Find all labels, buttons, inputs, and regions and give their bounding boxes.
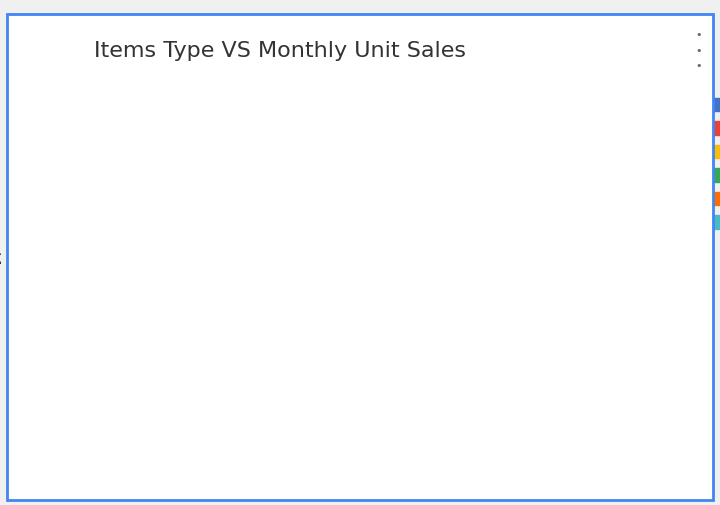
Bar — [151, 348, 168, 378]
Bar — [254, 288, 271, 318]
Bar — [231, 108, 246, 137]
Text: •: • — [695, 30, 702, 40]
Bar — [351, 408, 386, 438]
Bar — [271, 288, 454, 318]
Y-axis label: Item Type: Item Type — [0, 235, 2, 310]
Bar — [94, 108, 122, 137]
Bar — [386, 408, 426, 438]
Bar — [122, 288, 140, 318]
Bar — [162, 228, 179, 258]
Bar — [168, 108, 185, 137]
Bar — [122, 408, 140, 438]
Legend: January, February, March, April, May, June: January, February, March, April, May, Ju… — [706, 98, 720, 231]
Bar — [122, 108, 140, 137]
Bar — [117, 168, 134, 197]
Text: Items Type VS Monthly Unit Sales: Items Type VS Monthly Unit Sales — [94, 40, 466, 61]
Text: •: • — [695, 45, 702, 56]
Bar — [334, 408, 351, 438]
Bar — [145, 228, 162, 258]
Bar — [94, 408, 122, 438]
Bar — [94, 288, 122, 318]
Bar — [105, 348, 122, 378]
Bar — [94, 168, 117, 197]
Bar — [94, 228, 117, 258]
Bar — [94, 348, 105, 378]
Text: •: • — [695, 61, 702, 71]
Bar — [185, 288, 254, 318]
Bar — [168, 348, 202, 378]
Bar — [214, 168, 231, 197]
Bar — [117, 228, 145, 258]
Bar — [185, 108, 231, 137]
Bar — [134, 168, 214, 197]
Bar — [140, 288, 185, 318]
Bar — [122, 348, 151, 378]
Bar — [140, 408, 334, 438]
Bar — [179, 228, 197, 258]
Bar — [231, 168, 346, 197]
Bar — [140, 108, 168, 137]
